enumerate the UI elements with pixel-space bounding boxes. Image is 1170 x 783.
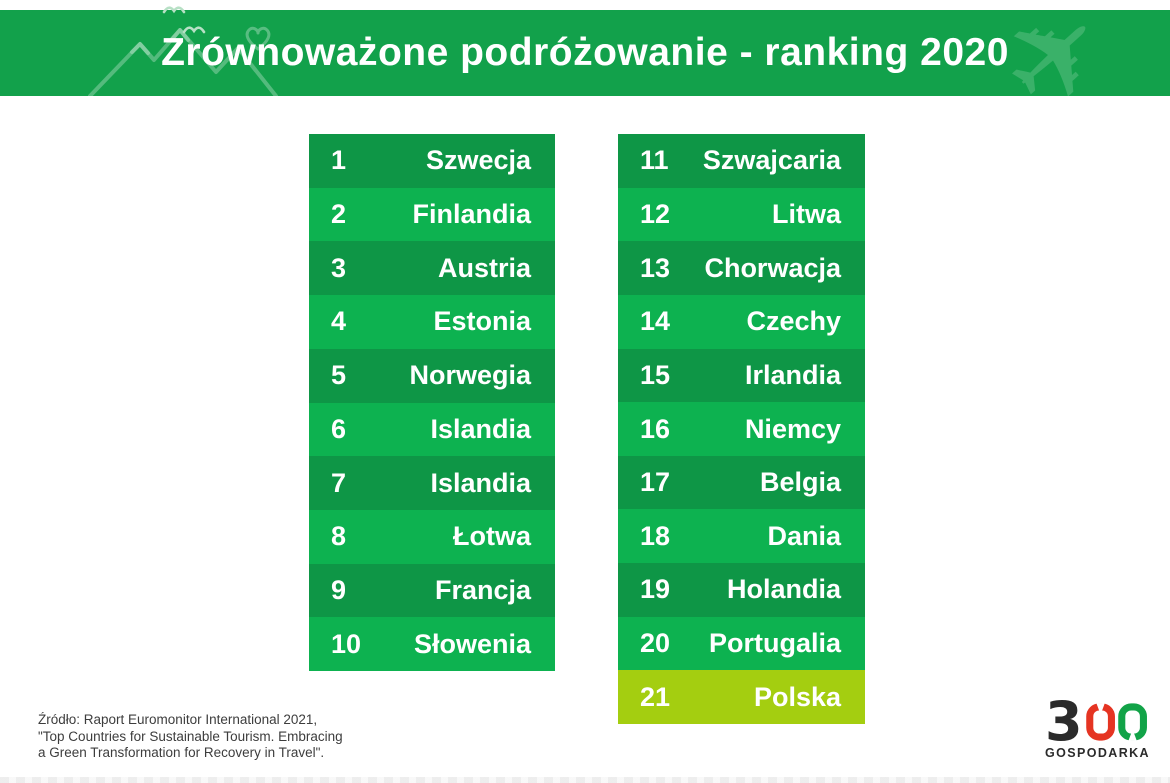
rank-row: 2 Finlandia [309,187,555,242]
bottom-crop-strip [0,777,1170,783]
rank-row: 21 Polska [618,670,865,725]
rank-number: 13 [640,252,671,283]
country-name: Finlandia [412,199,531,230]
logo-zero-green-icon [1118,703,1147,741]
rank-number: 10 [331,628,362,659]
rank-number: 3 [331,252,347,283]
rank-number: 11 [640,145,669,176]
logo: 3 GOSPODARKA [1045,690,1150,761]
rank-row: 1 Szwecja [309,134,555,188]
rank-row: 19 Holandia [618,563,865,617]
country-name: Słowenia [413,628,531,659]
rank-row: 7 Islandia [309,456,555,510]
rank-number: 4 [331,306,347,337]
rank-row: 18 Dania [618,509,865,564]
country-name: Łotwa [453,521,531,552]
rank-row: 3 Austria [309,241,555,296]
country-name: Islandia [430,413,531,444]
country-name: Szwajcaria [702,145,841,176]
rank-number: 19 [640,574,671,605]
rank-number: 17 [640,467,671,498]
rank-row: 8 Łotwa [309,509,555,564]
country-name: Szwecja [425,145,531,176]
rank-row: 20 Portugalia [618,616,865,671]
country-name: Niemcy [744,413,841,444]
ranking-right-column: 11 Szwajcaria 12 Litwa 13 Chorwacja 14 C… [618,134,865,725]
rank-row: 4 Estonia [309,295,555,349]
rank-row: 10 Słowenia [309,617,555,672]
rank-number: 16 [640,413,671,444]
rank-number: 7 [331,467,347,498]
ranking-left-column: 1 Szwecja 2 Finlandia 3 Austria 4 Estoni… [309,134,555,672]
rank-row: 12 Litwa [618,187,865,242]
country-name: Irlandia [744,359,841,390]
country-name: Holandia [726,574,841,605]
rank-number: 1 [331,145,347,176]
source-line: a Green Transformation for Recovery in T… [38,745,325,760]
country-name: Chorwacja [704,252,841,283]
country-name: Litwa [771,198,841,229]
country-name: Austria [437,252,531,283]
rank-number: 9 [331,574,347,605]
header-banner: ✈ Zrównoważone podróżowanie - ranking 20… [0,10,1170,96]
rank-number: 14 [640,306,671,337]
source-line: Źródło: Raport Euromonitor International… [38,712,318,727]
rank-number: 5 [331,360,347,391]
country-name: Portugalia [708,628,841,659]
rank-row: 9 Francja [309,563,555,618]
logo-digit-3: 3 [1045,690,1083,753]
source-line: "Top Countries for Sustainable Tourism. … [38,728,343,744]
rank-number: 21 [640,681,671,712]
country-name: Estonia [433,306,531,337]
page-title: Zrównoważone podróżowanie - ranking 2020 [161,31,1009,74]
logo-zero-red-icon [1085,703,1115,741]
rank-number: 2 [331,199,347,230]
rank-row: 16 Niemcy [618,402,865,456]
logo-300: 3 [1045,690,1147,753]
country-name: Dania [767,520,841,551]
rank-row: 13 Chorwacja [618,241,865,295]
logo-brand-text: GOSPODARKA [1045,746,1150,760]
country-name: Francja [434,574,531,605]
rank-number: 8 [331,521,347,552]
rank-number: 12 [640,198,671,229]
country-name: Islandia [430,467,531,498]
rank-number: 15 [640,359,671,390]
bird-icon [160,2,210,41]
rank-row: 6 Islandia [309,402,555,457]
country-name: Belgia [759,467,841,498]
heart-icon [243,24,273,52]
country-name: Czechy [746,306,841,337]
country-name: Norwegia [409,360,531,391]
source-note: Źródło: Raport Euromonitor International… [38,712,343,762]
rank-row: 15 Irlandia [618,348,865,403]
rank-number: 18 [640,520,671,551]
rank-number: 6 [331,413,347,444]
country-name: Polska [753,681,841,712]
rank-number: 20 [640,628,671,659]
rank-row: 17 Belgia [618,455,865,510]
rank-row: 14 Czechy [618,294,865,349]
rank-row: 11 Szwajcaria [618,134,865,188]
mountains-icon [88,28,278,96]
rank-row: 5 Norwegia [309,348,555,403]
